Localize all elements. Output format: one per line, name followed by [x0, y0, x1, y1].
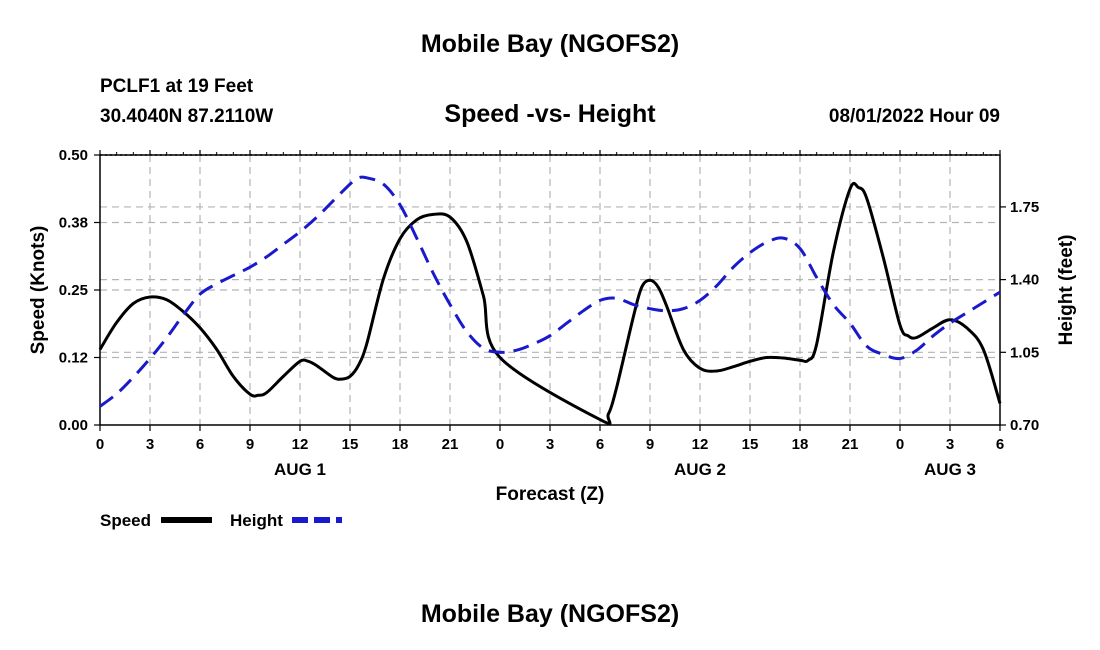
y-axis-right-label: Height (feet) [1056, 235, 1077, 346]
axis-labels: Forecast (Z) Speed (Knots) Height (feet) [28, 226, 1077, 505]
series-line-height [99, 175, 1001, 408]
x-tick-label: 0 [896, 436, 904, 453]
x-tick-label: 21 [442, 436, 459, 453]
y-right-tick-label: 1.40 [1010, 272, 1039, 289]
x-tick-label: 18 [392, 436, 409, 453]
y-left-tick-label: 0.12 [59, 350, 88, 367]
legend-speed-label: Speed [100, 511, 151, 530]
y-right-tick-label: 1.05 [1010, 344, 1039, 361]
x-tick-label: 12 [692, 436, 709, 453]
series-lines [98, 175, 1002, 426]
forecast-datetime: 08/01/2022 Hour 09 [828, 106, 1000, 127]
x-tick-label: 3 [546, 436, 554, 453]
x-tick-label: 3 [946, 436, 954, 453]
x-tick-label: 15 [342, 436, 359, 453]
x-tick-label: 3 [146, 436, 154, 453]
x-tick-label: 0 [96, 436, 104, 453]
gridlines [100, 154, 1000, 425]
station-label: PCLF1 at 19 Feet [100, 76, 254, 97]
x-tick-label: 6 [196, 436, 204, 453]
y-axis-left-label: Speed (Knots) [28, 226, 49, 355]
series-line-speed [98, 181, 1002, 426]
day-label: AUG 3 [924, 460, 976, 479]
day-label: AUG 2 [674, 460, 726, 479]
x-tick-label: 0 [496, 436, 504, 453]
y-left-tick-label: 0.00 [59, 417, 88, 434]
x-tick-label: 15 [742, 436, 759, 453]
day-label: AUG 1 [274, 460, 326, 479]
x-tick-label: 6 [596, 436, 604, 453]
x-tick-label: 9 [646, 436, 654, 453]
y-left-tick-label: 0.38 [59, 215, 88, 232]
axes: 0 3 6 9 12 15 18 21 0 3 6 9 12 15 18 21 0 3 6 AUG 1 AUG 2 AUG… [59, 147, 1039, 479]
y-right-tick-label: 1.75 [1010, 199, 1039, 216]
chart-subtitle: Speed -vs- Height [444, 100, 656, 128]
x-tick-label: 6 [996, 436, 1004, 453]
x-tick-label: 12 [292, 436, 309, 453]
station-coordinates: 30.4040N 87.2110W [100, 106, 274, 127]
legend-height-label: Height [230, 511, 283, 530]
x-tick-label: 9 [246, 436, 254, 453]
y-right-tick-label: 0.70 [1010, 417, 1039, 434]
y-left-tick-label: 0.50 [59, 147, 88, 164]
x-axis-label: Forecast (Z) [496, 484, 605, 505]
y-left-tick-label: 0.25 [59, 282, 88, 299]
footer-title: Mobile Bay (NGOFS2) [420, 600, 680, 628]
chart-title: Mobile Bay (NGOFS2) [420, 30, 680, 58]
x-tick-label: 18 [792, 436, 809, 453]
legend: Speed Height [100, 511, 342, 530]
x-tick-label: 21 [842, 436, 859, 453]
